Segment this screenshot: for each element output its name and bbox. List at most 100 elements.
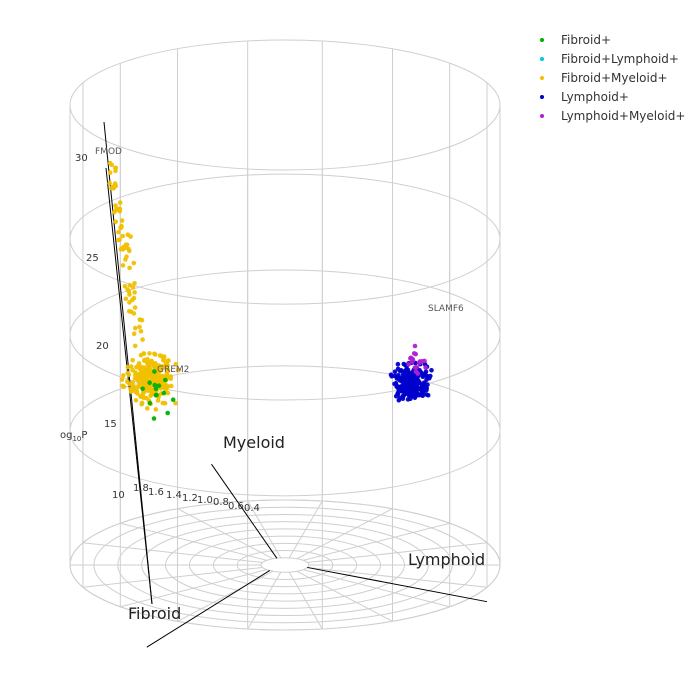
data-point [162,384,168,389]
data-point [128,309,134,315]
data-point [124,242,130,248]
data-point [141,380,146,385]
data-point [121,244,126,250]
data-point [412,365,418,370]
data-point [137,324,142,330]
data-point [127,248,132,254]
data-point [147,380,152,386]
data-point [132,343,138,349]
data-point [402,375,408,380]
data-point [127,282,133,288]
angular-axis-label-myeloid: Myeloid [223,433,285,452]
base-spoke [247,571,282,630]
data-point [157,353,163,358]
legend-item[interactable]: Fibroid+Lymphoid+ [540,52,679,66]
legend-item[interactable]: Lymphoid+Myeloid+ [540,109,685,123]
data-point [117,200,123,205]
base-spoke [82,542,263,564]
data-point [152,352,158,357]
legend-label: Lymphoid+Myeloid+ [561,109,685,123]
legend-marker [540,57,544,61]
data-point [140,386,145,392]
base-spoke [307,542,488,564]
legend-marker [540,114,544,118]
legend-label: Fibroid+ [561,33,611,47]
data-point [424,377,429,383]
data-point [173,400,178,406]
legend-item[interactable]: Lymphoid+ [540,90,629,104]
data-point [405,379,410,384]
data-point [127,265,132,271]
data-point [117,237,122,242]
data-point [419,383,425,388]
data-point [416,380,422,385]
data-point [132,305,138,310]
radial-tick-label: 1.2 [182,493,198,504]
base-spoke [302,522,450,561]
data-point [135,363,141,369]
data-point [394,384,400,390]
data-point [109,162,114,168]
legend-label: Fibroid+Lymphoid+ [561,52,679,66]
vertical-tick-label: 30 [75,153,88,164]
data-point [152,382,158,388]
data-point [157,367,163,373]
data-point [410,357,416,363]
data-point [412,343,418,349]
data-point [149,358,154,364]
data-point [140,337,145,342]
data-point [156,363,162,368]
data-point [149,390,154,395]
base-spoke [307,566,488,588]
data-point [142,357,147,363]
data-point [130,285,136,290]
vertical-tick-label: 15 [104,419,117,430]
data-point [395,361,401,367]
radial-tick-label: 1.0 [197,495,213,506]
legend-item[interactable]: Fibroid+Myeloid+ [540,71,668,85]
base-spoke [177,570,274,622]
data-point [136,375,142,381]
legend-label: Fibroid+Myeloid+ [561,71,668,85]
data-point [153,361,158,366]
data-point [112,181,118,186]
angular-axis-line [211,463,278,559]
data-point [133,373,138,378]
base-spoke [302,569,450,608]
annotation-label: FMOD [95,147,122,157]
data-point [107,180,112,186]
data-point [152,369,157,374]
data-point [417,360,422,366]
data-point [131,260,137,266]
angular-axis-line [307,566,488,603]
data-point [138,329,144,334]
base-spoke [177,508,274,560]
data-point [162,400,168,406]
data-point [147,400,153,406]
label-layer: FMOD GREM2 SLAMF6 [95,147,464,375]
data-point [119,377,125,382]
radial-tick-label: 0.6 [228,501,244,512]
data-point [173,361,179,367]
data-point [395,366,401,372]
annotation-label: SLAMF6 [428,304,464,314]
base-spoke [296,570,393,622]
data-point [402,368,408,374]
data-point [149,373,154,379]
legend[interactable]: Fibroid+ Fibroid+Lymphoid+ Fibroid+Myeloid… [540,33,685,123]
data-point [145,375,150,381]
data-point [137,317,143,322]
data-point [130,380,135,385]
data-point [130,357,135,363]
data-point [139,400,145,406]
data-point [113,165,119,171]
data-point [140,374,145,380]
base-spoke [288,500,323,559]
legend-marker [540,38,544,42]
data-point [132,290,137,295]
legend-item[interactable]: Fibroid+ [540,33,611,47]
data-point [165,390,171,396]
data-point [113,219,119,225]
data-point [136,372,142,377]
